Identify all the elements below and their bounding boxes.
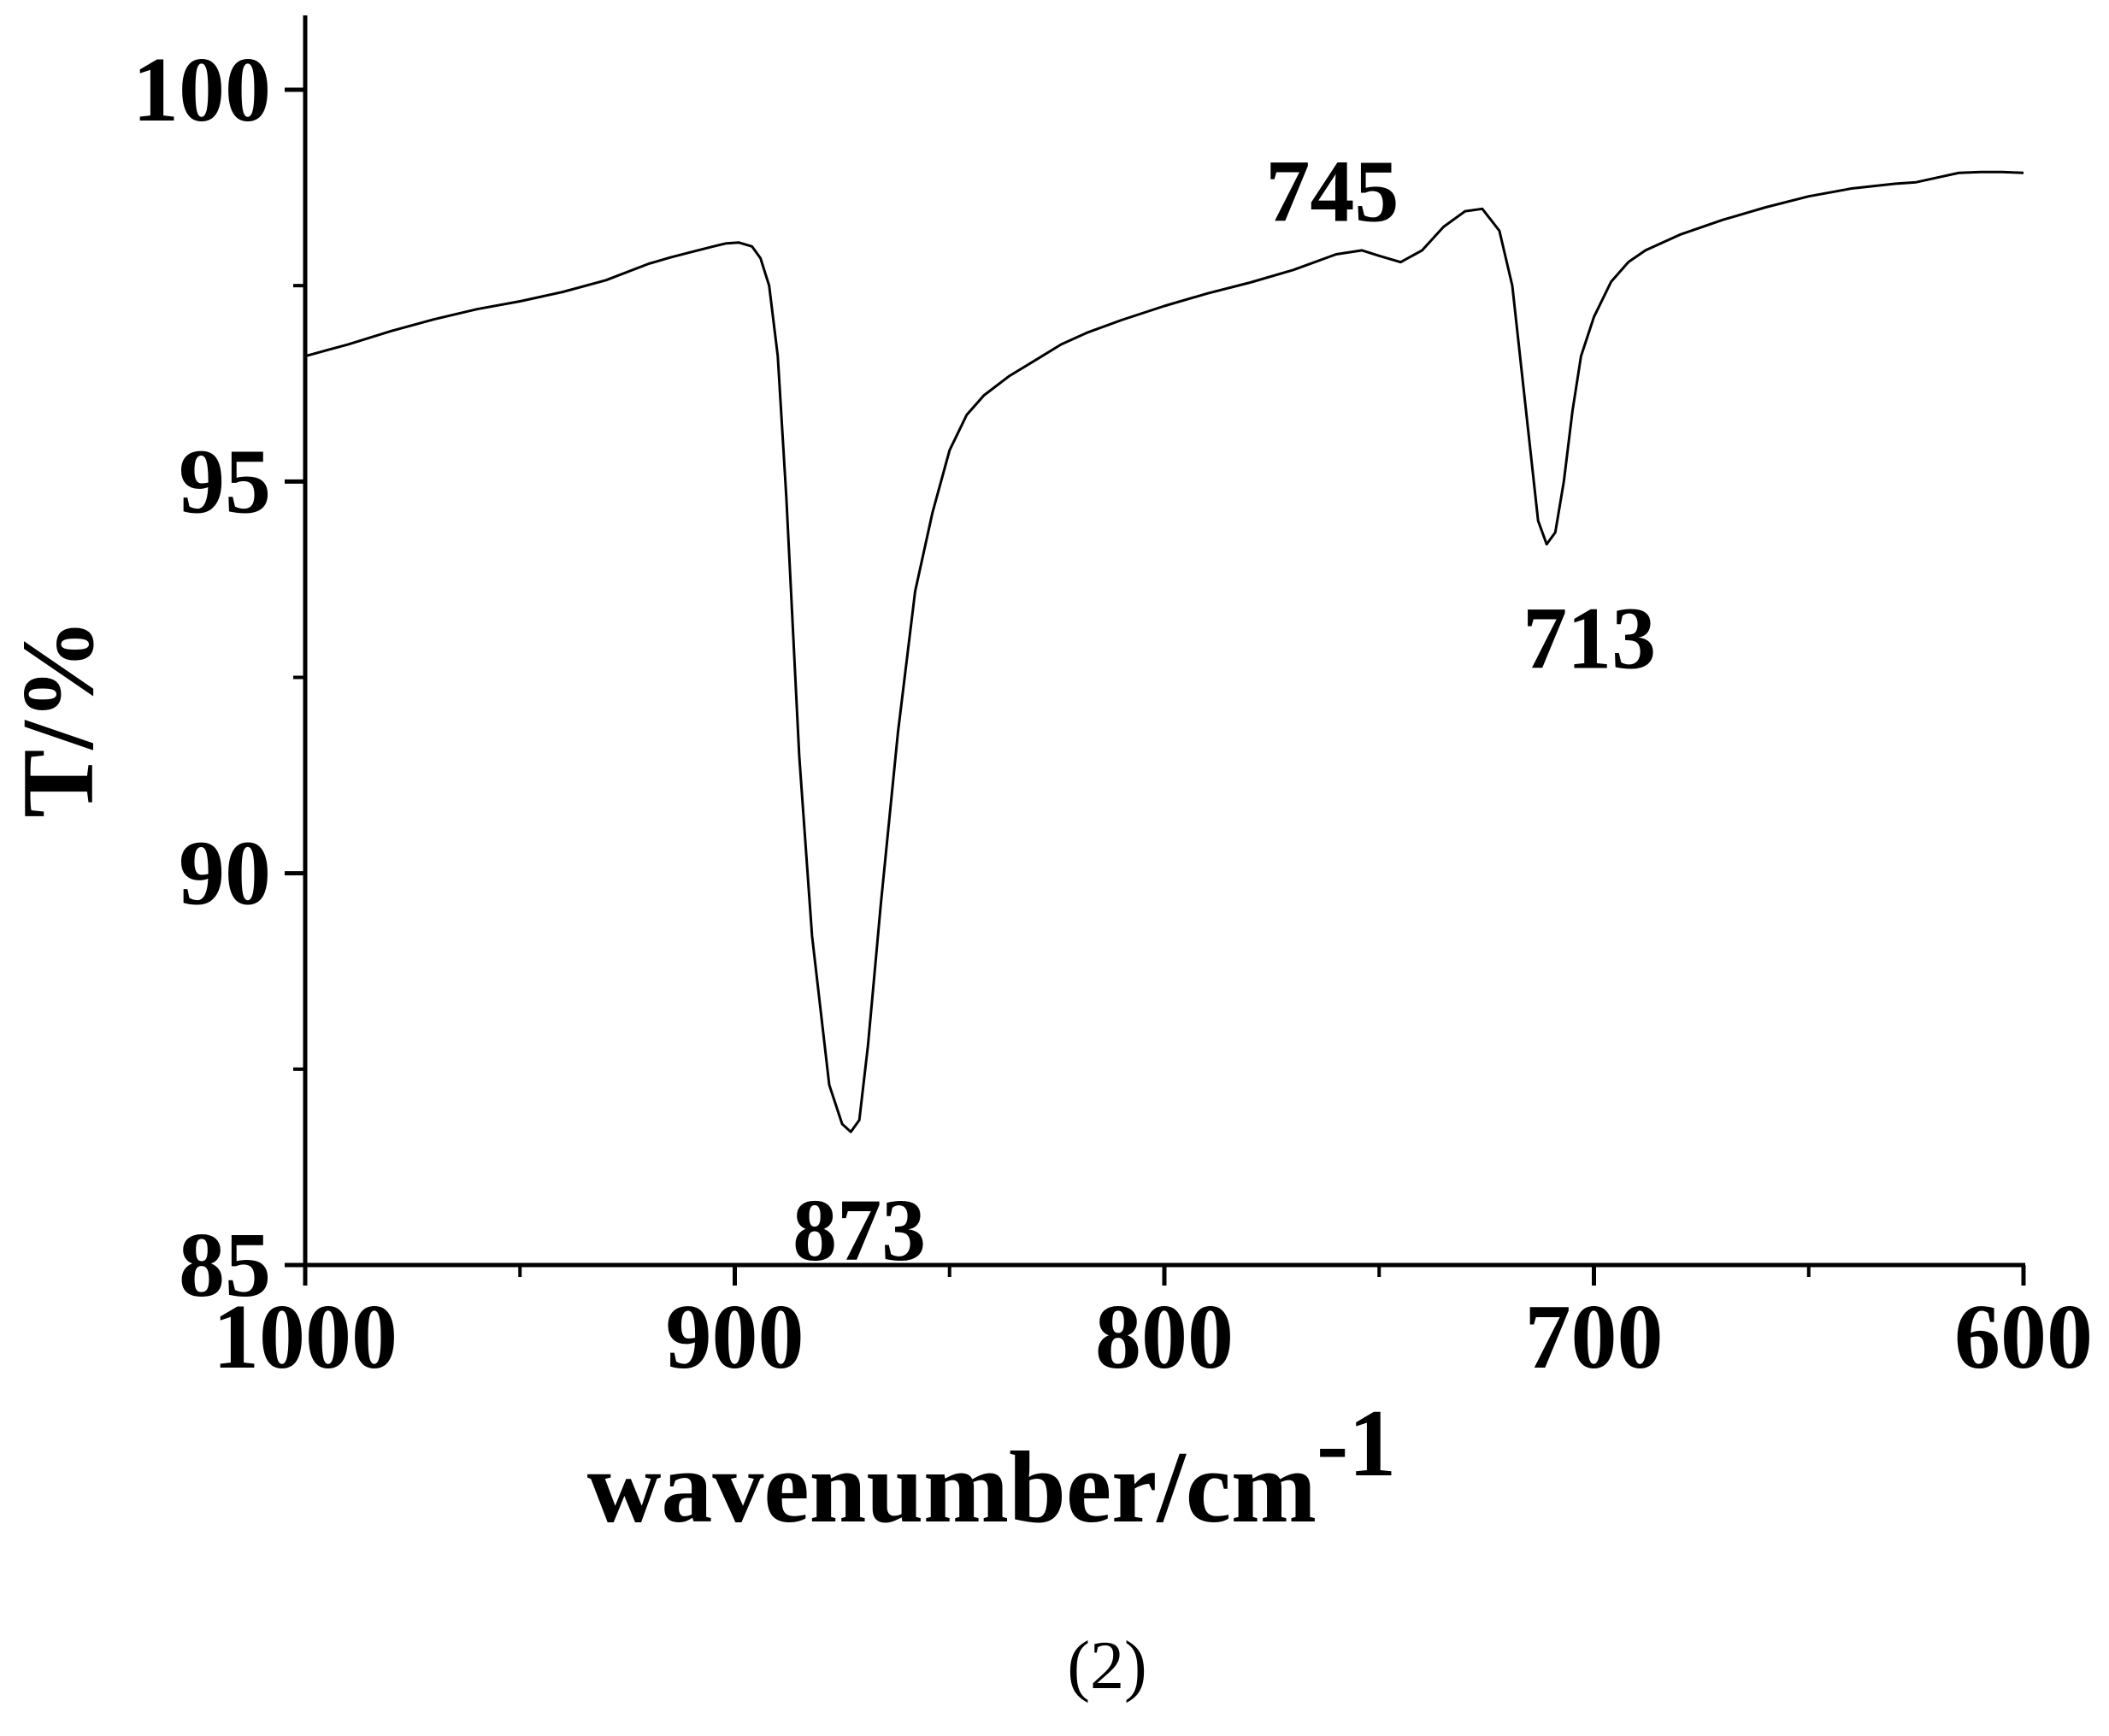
y-tick-label: 100 <box>133 39 271 141</box>
x-axis-title-main: wavenumber/cm <box>587 1430 1317 1544</box>
y-tick-label: 90 <box>179 823 271 925</box>
x-tick-label: 600 <box>1954 1286 2093 1388</box>
x-axis-title: wavenumber/cm-1 <box>587 1391 1396 1544</box>
spectrum-line <box>304 170 2024 1133</box>
peak-label-745: 745 <box>1265 143 1399 241</box>
x-axis-title-superscript: -1 <box>1317 1391 1396 1497</box>
x-tick-label: 800 <box>1095 1286 1234 1388</box>
x-tick-label: 1000 <box>213 1286 398 1388</box>
peak-label-873: 873 <box>792 1181 926 1280</box>
axes: 1000 900 800 700 600 85 90 95 100 <box>133 15 2093 1388</box>
x-tick-label: 700 <box>1525 1286 1664 1388</box>
y-tick-label: 95 <box>179 431 271 533</box>
peak-label-713: 713 <box>1523 590 1656 688</box>
figure-caption: (2) <box>1067 1628 1146 1704</box>
y-axis-title: T/% <box>1 618 115 817</box>
x-ticks: 1000 900 800 700 600 <box>213 1265 2093 1388</box>
y-ticks: 85 90 95 100 <box>133 39 305 1316</box>
x-tick-label: 900 <box>666 1286 804 1388</box>
y-tick-label: 85 <box>179 1215 271 1316</box>
peak-annotations: 873 745 713 <box>792 143 1656 1280</box>
